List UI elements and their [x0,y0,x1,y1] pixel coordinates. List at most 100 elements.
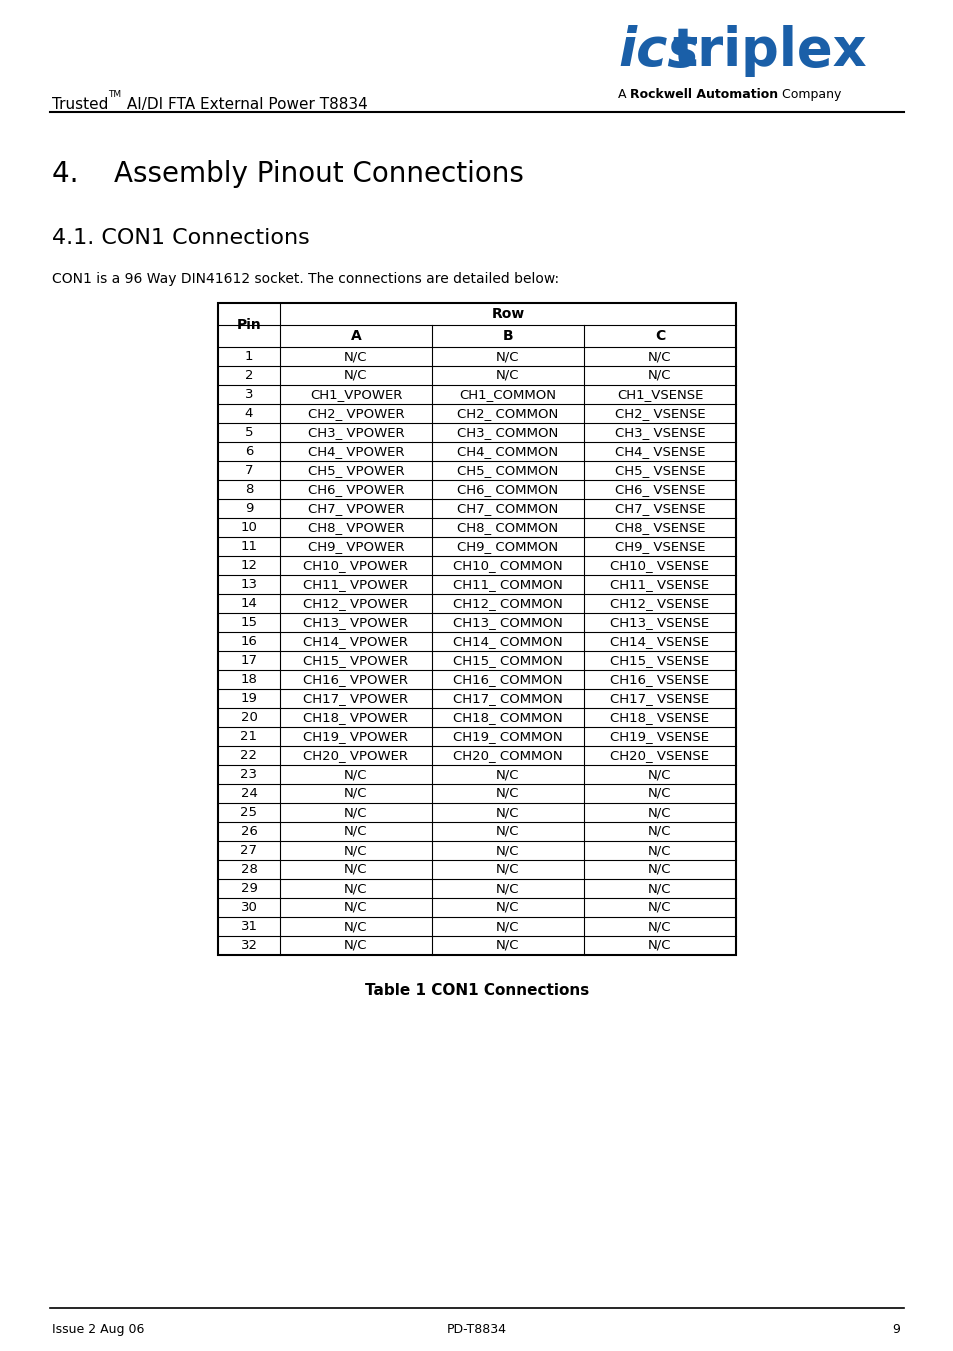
Text: Table 1 CON1 Connections: Table 1 CON1 Connections [364,984,589,998]
Text: CH9_ COMMON: CH9_ COMMON [456,540,558,553]
Text: CH3_ VSENSE: CH3_ VSENSE [614,426,704,439]
Text: 32: 32 [240,939,257,952]
Text: CH1_VPOWER: CH1_VPOWER [310,388,402,401]
Text: CH10_ COMMON: CH10_ COMMON [453,559,562,571]
Text: N/C: N/C [496,807,519,819]
Text: CH5_ COMMON: CH5_ COMMON [456,463,558,477]
Text: triplex: triplex [671,26,865,77]
Text: N/C: N/C [344,807,367,819]
Text: N/C: N/C [648,825,671,838]
Text: N/C: N/C [648,788,671,800]
Text: N/C: N/C [344,369,367,382]
Text: CH13_ VPOWER: CH13_ VPOWER [303,616,408,630]
Text: 29: 29 [240,882,257,894]
Text: CH8_ COMMON: CH8_ COMMON [456,521,558,534]
Text: B: B [502,330,513,343]
Text: C: C [654,330,664,343]
Text: 30: 30 [240,901,257,915]
Text: CH17_ VPOWER: CH17_ VPOWER [303,692,408,705]
Text: CH12_ VSENSE: CH12_ VSENSE [610,597,709,611]
Text: CH8_ VSENSE: CH8_ VSENSE [614,521,704,534]
Text: 10: 10 [240,521,257,534]
Text: N/C: N/C [648,369,671,382]
Text: N/C: N/C [496,825,519,838]
Text: N/C: N/C [496,767,519,781]
Text: N/C: N/C [648,807,671,819]
Text: CH11_ VPOWER: CH11_ VPOWER [303,578,408,590]
Text: CH15_ VSENSE: CH15_ VSENSE [610,654,709,667]
Text: CH19_ COMMON: CH19_ COMMON [453,730,562,743]
Text: 24: 24 [240,788,257,800]
Text: N/C: N/C [496,863,519,875]
Text: 17: 17 [240,654,257,667]
Text: CH14_ VPOWER: CH14_ VPOWER [303,635,408,648]
Text: CH4_ VSENSE: CH4_ VSENSE [614,444,704,458]
Text: TM: TM [108,91,121,99]
Text: Trusted: Trusted [52,97,109,112]
Text: CH12_ VPOWER: CH12_ VPOWER [303,597,408,611]
Text: 28: 28 [240,863,257,875]
Text: Row: Row [491,307,524,322]
Text: CH18_ COMMON: CH18_ COMMON [453,711,562,724]
Text: CH17_ VSENSE: CH17_ VSENSE [610,692,709,705]
Text: N/C: N/C [496,882,519,894]
Text: N/C: N/C [496,350,519,363]
Text: CH18_ VPOWER: CH18_ VPOWER [303,711,408,724]
Text: 3: 3 [245,388,253,401]
Text: N/C: N/C [344,788,367,800]
Text: N/C: N/C [344,844,367,857]
Text: CH16_ VSENSE: CH16_ VSENSE [610,673,709,686]
Text: CH2_ COMMON: CH2_ COMMON [456,407,558,420]
Text: CH10_ VPOWER: CH10_ VPOWER [303,559,408,571]
Text: CH18_ VSENSE: CH18_ VSENSE [610,711,709,724]
Text: CH19_ VSENSE: CH19_ VSENSE [610,730,709,743]
Text: CH13_ VSENSE: CH13_ VSENSE [610,616,709,630]
Text: CH16_ COMMON: CH16_ COMMON [453,673,562,686]
Text: 8: 8 [245,484,253,496]
Text: A: A [351,330,361,343]
Text: N/C: N/C [648,920,671,934]
Text: 25: 25 [240,807,257,819]
Text: CH7_ VSENSE: CH7_ VSENSE [614,503,704,515]
Text: PD-T8834: PD-T8834 [447,1323,506,1336]
Text: CH9_ VPOWER: CH9_ VPOWER [308,540,404,553]
Text: 23: 23 [240,767,257,781]
Text: CH11_ VSENSE: CH11_ VSENSE [610,578,709,590]
Text: CH6_ COMMON: CH6_ COMMON [456,484,558,496]
Text: CH16_ VPOWER: CH16_ VPOWER [303,673,408,686]
Text: 19: 19 [240,692,257,705]
Text: N/C: N/C [344,901,367,915]
Text: 18: 18 [240,673,257,686]
Text: 12: 12 [240,559,257,571]
Text: CH20_ VPOWER: CH20_ VPOWER [303,748,408,762]
Text: N/C: N/C [648,939,671,952]
Text: N/C: N/C [648,863,671,875]
Text: 2: 2 [245,369,253,382]
Text: CH8_ VPOWER: CH8_ VPOWER [308,521,404,534]
Text: CH20_ VSENSE: CH20_ VSENSE [610,748,709,762]
Text: 22: 22 [240,748,257,762]
Text: 11: 11 [240,540,257,553]
Text: Rockwell Automation: Rockwell Automation [629,88,778,101]
Text: N/C: N/C [344,863,367,875]
Text: CH6_ VSENSE: CH6_ VSENSE [614,484,704,496]
Text: 13: 13 [240,578,257,590]
Text: CH9_ VSENSE: CH9_ VSENSE [614,540,704,553]
Text: N/C: N/C [344,920,367,934]
Text: CH7_ VPOWER: CH7_ VPOWER [308,503,404,515]
Text: N/C: N/C [496,788,519,800]
Text: CH5_ VSENSE: CH5_ VSENSE [614,463,704,477]
Text: 4: 4 [245,407,253,420]
Text: CH3_ COMMON: CH3_ COMMON [456,426,558,439]
Text: 16: 16 [240,635,257,648]
Text: A: A [618,88,630,101]
Text: CH3_ VPOWER: CH3_ VPOWER [308,426,404,439]
Text: CH14_ VSENSE: CH14_ VSENSE [610,635,709,648]
Text: N/C: N/C [344,767,367,781]
Text: 4.    Assembly Pinout Connections: 4. Assembly Pinout Connections [52,159,523,188]
Text: CH4_ COMMON: CH4_ COMMON [456,444,558,458]
Text: N/C: N/C [496,939,519,952]
Text: 1: 1 [245,350,253,363]
Text: Issue 2 Aug 06: Issue 2 Aug 06 [52,1323,144,1336]
Text: CON1 is a 96 Way DIN41612 socket. The connections are detailed below:: CON1 is a 96 Way DIN41612 socket. The co… [52,272,558,286]
